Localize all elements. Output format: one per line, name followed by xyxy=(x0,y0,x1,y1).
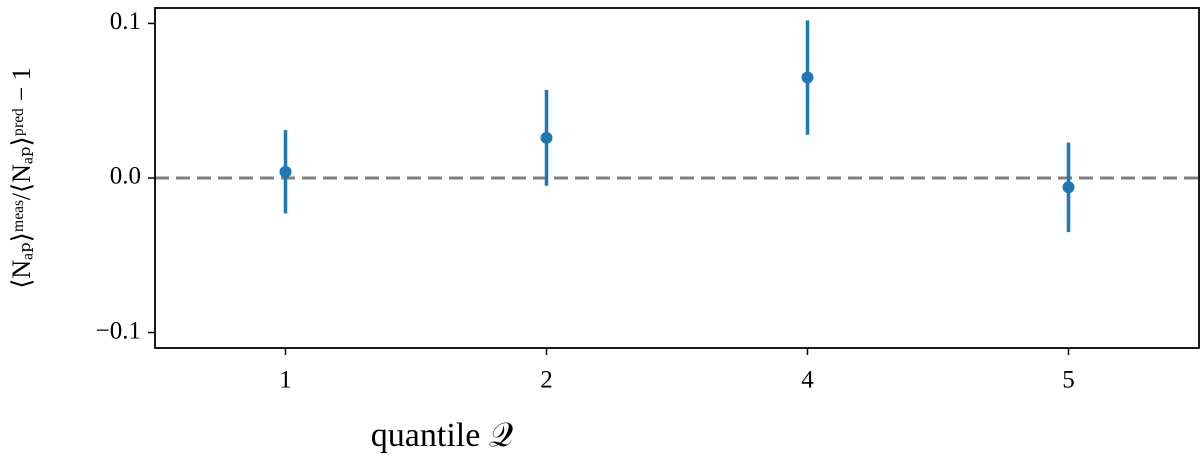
data-point xyxy=(1062,181,1075,194)
x-axis-label: quantile 𝒬 xyxy=(371,417,513,454)
data-point xyxy=(540,131,553,144)
x-tick-label: 1 xyxy=(279,367,292,394)
x-tick-label: 2 xyxy=(540,367,553,394)
y-axis-label: ⟨Nₐₚ⟩ᵐᵉᵃˢ/⟨Nₐₚ⟩ᵖʳᵉᵈ − 1 xyxy=(7,67,36,289)
data-point xyxy=(801,71,814,84)
y-tick-label: 0.1 xyxy=(110,8,141,35)
data-point xyxy=(279,165,292,178)
y-tick-label: 0.0 xyxy=(110,163,141,190)
y-tick-label: −0.1 xyxy=(96,317,141,344)
plot-frame xyxy=(154,7,1200,349)
x-tick-label: 5 xyxy=(1062,367,1075,394)
x-tick-label: 4 xyxy=(801,367,814,394)
